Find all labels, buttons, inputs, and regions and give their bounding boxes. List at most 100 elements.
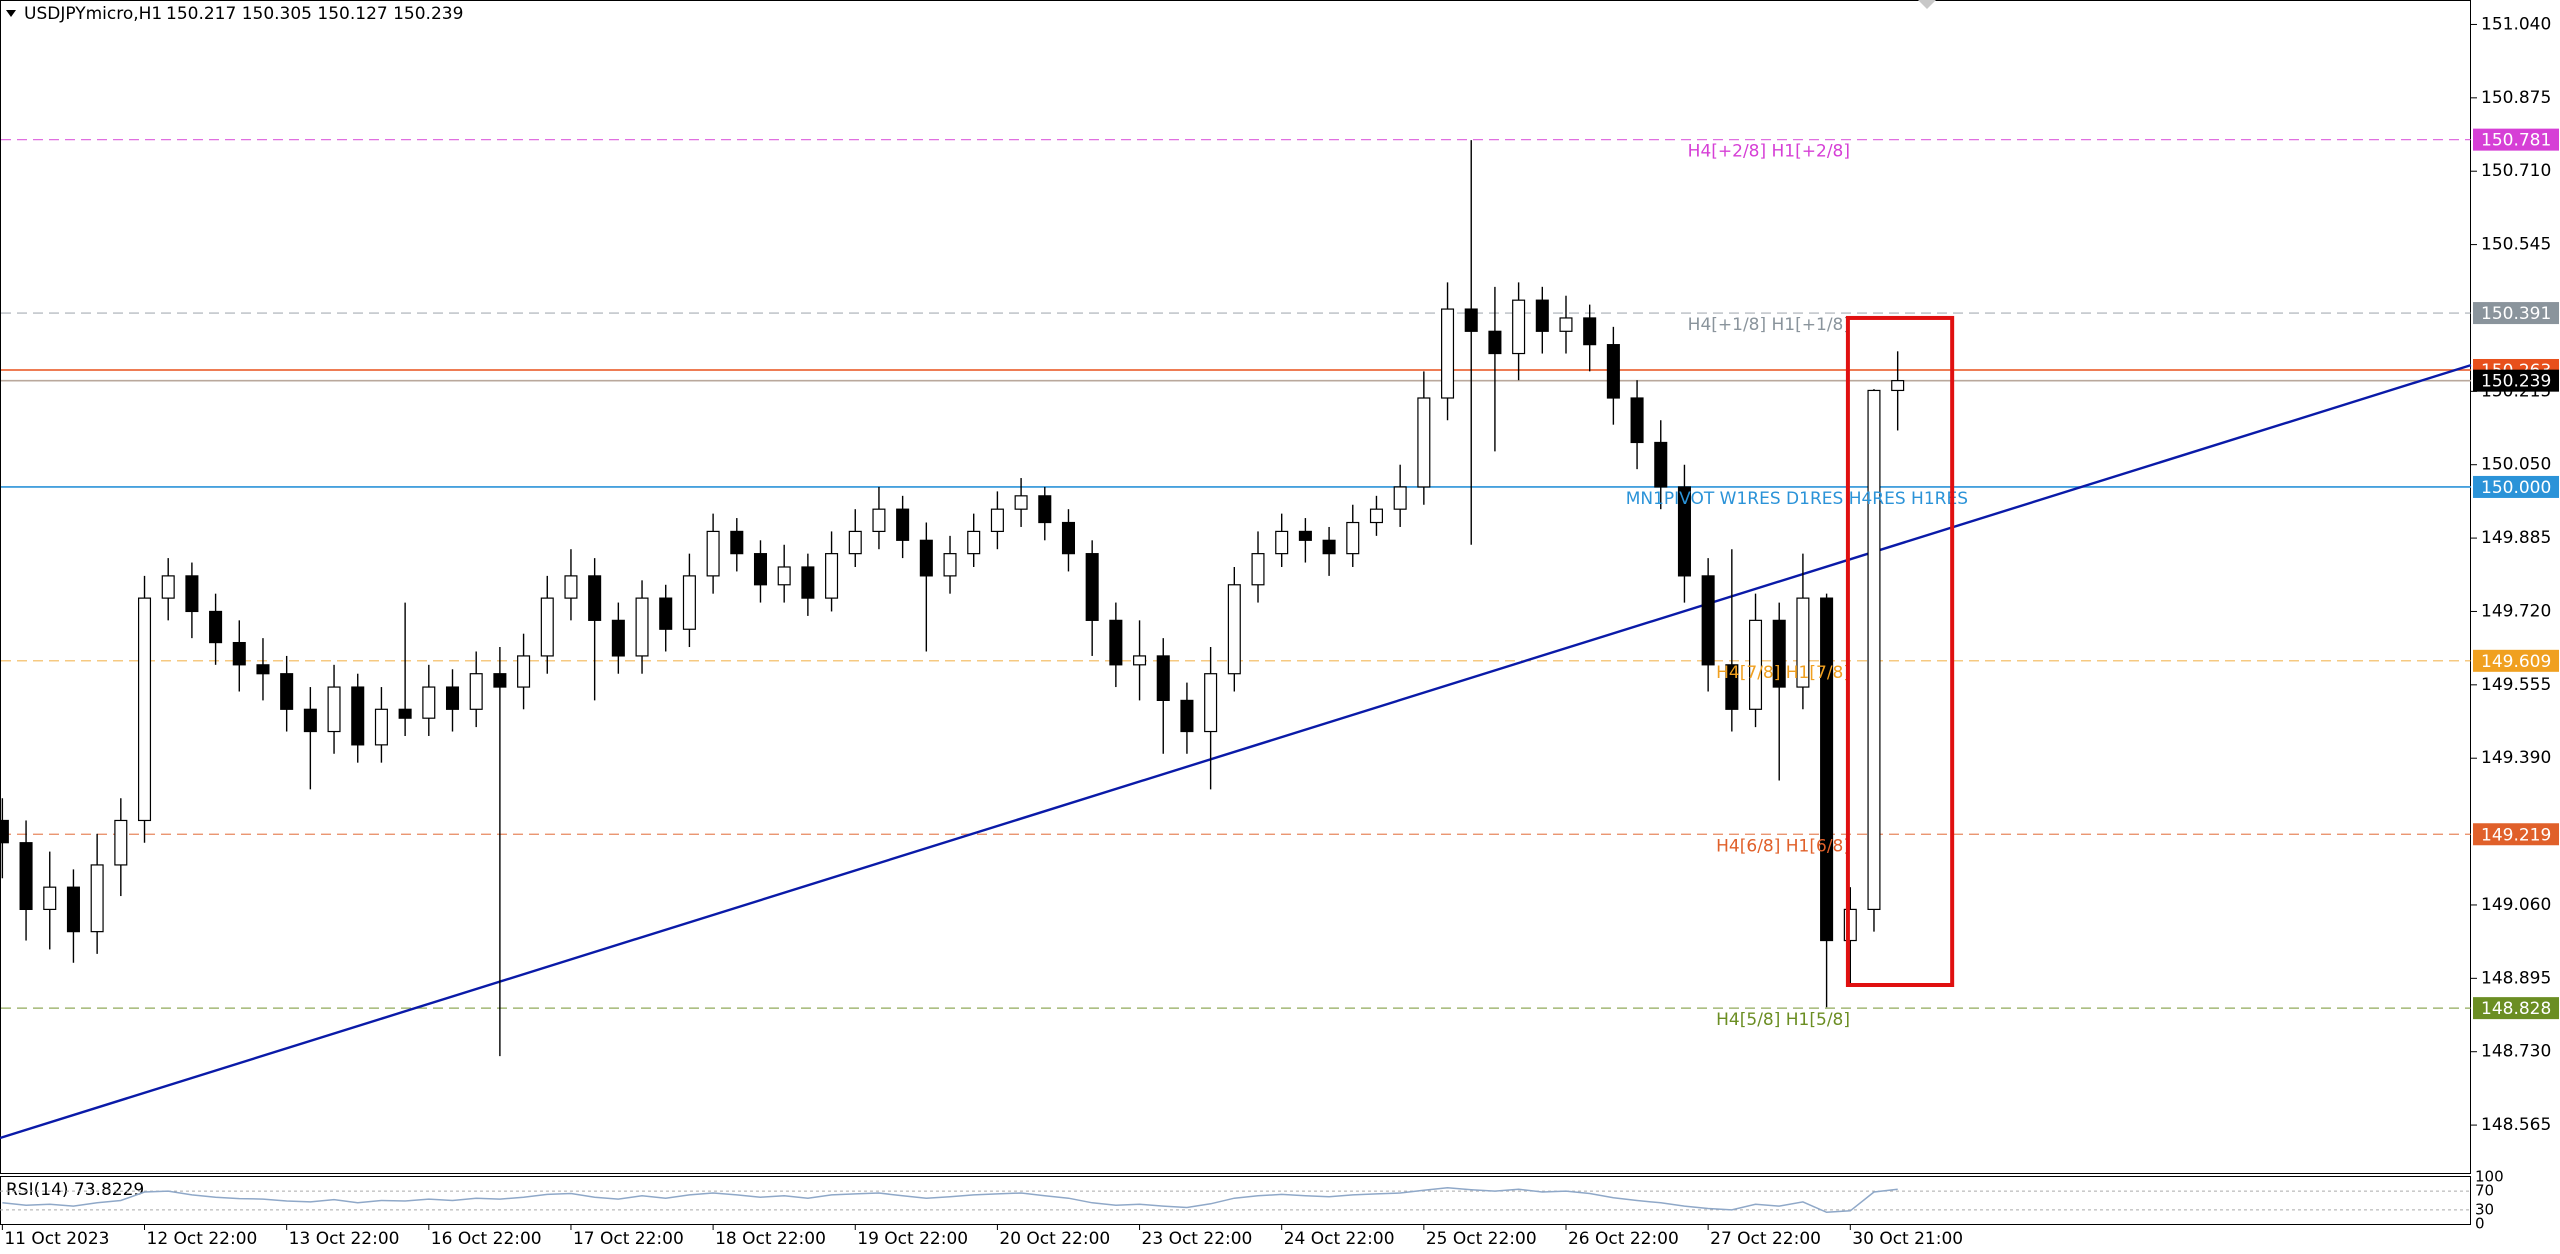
y-tick-label: 149.720 [2481, 601, 2551, 621]
candle-body [635, 597, 649, 657]
candle-body [43, 886, 57, 911]
candle-body [1133, 655, 1147, 666]
candle-body [1749, 619, 1763, 710]
x-tick-label: 16 Oct 22:00 [431, 1229, 542, 1249]
candle-body [706, 530, 720, 577]
candle-body [730, 530, 744, 555]
candle-body [137, 597, 152, 822]
candle-body [753, 553, 768, 586]
candle-body [1109, 619, 1123, 666]
candle-body [1322, 539, 1336, 555]
candle-body [185, 575, 199, 613]
price-tag [2473, 649, 2559, 672]
y-tick-label: 149.885 [2481, 528, 2551, 548]
x-tick-label: 12 Oct 22:00 [147, 1229, 258, 1249]
x-tick-label: 26 Oct 22:00 [1568, 1229, 1679, 1249]
candle-body [445, 686, 460, 710]
level-label: MN1PIVOT W1RES D1RES H4RES H1RES [1626, 489, 1968, 509]
candle-body [1796, 597, 1810, 688]
price-tag [2473, 128, 2559, 151]
candle-body [990, 508, 1004, 533]
candle-body [232, 641, 246, 666]
highlight-box [1845, 315, 1955, 988]
x-tick-label: 17 Oct 22:00 [573, 1229, 684, 1249]
rsi-tick-label: 0 [2475, 1215, 2485, 1233]
x-tick-label: 30 Oct 21:00 [1852, 1229, 1963, 1249]
level-label: H4[7/8] H1[7/8] [1716, 663, 1850, 683]
candle-body [872, 508, 886, 533]
x-tick-label: 23 Oct 22:00 [1142, 1229, 1253, 1249]
rsi-line [2, 1187, 1898, 1214]
candle-body [422, 686, 436, 719]
candle-body [280, 673, 294, 710]
candle-body [1725, 664, 1739, 710]
candle-body [1630, 397, 1644, 444]
candle-body [1677, 486, 1691, 577]
candle-body [1843, 908, 1857, 942]
x-tick-label: 24 Oct 22:00 [1284, 1229, 1395, 1249]
x-tick-label: 20 Oct 22:00 [999, 1229, 1110, 1249]
level-label: H4[5/8] H1[5/8] [1716, 1010, 1850, 1030]
candle-body [1085, 553, 1099, 621]
candle-body [19, 842, 33, 911]
candle-body [801, 566, 815, 599]
candle-body [588, 575, 602, 621]
y-tick-label: 150.050 [2481, 455, 2551, 475]
x-tick-label: 13 Oct 22:00 [289, 1229, 400, 1249]
collapse-arrow[interactable] [6, 10, 16, 17]
candle-body [1559, 317, 1573, 332]
price-tag-label: 148.828 [2481, 999, 2551, 1019]
y-tick-label: 149.555 [2481, 675, 2551, 695]
candle-body [1275, 530, 1289, 555]
candle-body [825, 553, 839, 599]
price-tag-label: 149.219 [2481, 825, 2551, 845]
price-tag [2473, 475, 2559, 498]
candle-body [0, 819, 9, 844]
candle-body [1820, 597, 1834, 942]
candle-body [1014, 495, 1028, 510]
trendline [0, 363, 2472, 1140]
candle-body [1061, 521, 1075, 555]
candle-body [209, 610, 223, 644]
y-tick-label: 149.390 [2481, 748, 2551, 768]
price-tag-label: 150.000 [2481, 478, 2551, 498]
candle-body [327, 686, 341, 733]
price-tag [2473, 823, 2559, 846]
candle-body [1441, 308, 1455, 399]
candle-body [161, 575, 175, 599]
price-tag-label: 150.781 [2481, 131, 2551, 151]
symbol: USDJPYmicro,H1 [24, 4, 162, 24]
candle-body [540, 597, 554, 657]
rsi-tick-label: 30 [2475, 1200, 2494, 1218]
price-tag [2473, 369, 2559, 392]
price-tag-label: 149.609 [2481, 652, 2551, 672]
candle-body [1346, 521, 1360, 555]
candle-body [1464, 308, 1478, 332]
candle-body [1891, 380, 1905, 392]
candle-body [1867, 389, 1881, 911]
candle-body [1606, 344, 1620, 399]
candle-body [1701, 575, 1715, 666]
candle-body [1156, 655, 1170, 701]
candle-body [1038, 495, 1052, 524]
x-tick-label: 27 Oct 22:00 [1710, 1229, 1821, 1249]
y-tick-label: 150.875 [2481, 88, 2551, 108]
x-tick-label: 19 Oct 22:00 [857, 1229, 968, 1249]
price-tag [2473, 302, 2559, 325]
candle-body [967, 530, 981, 555]
y-tick-label: 148.730 [2481, 1042, 2551, 1062]
candle-body [777, 566, 791, 586]
candle-body [896, 508, 910, 541]
candle-body [682, 575, 696, 630]
candle-body [303, 708, 317, 733]
rsi-tick-label: 70 [2475, 1182, 2494, 1200]
y-tick-label: 148.895 [2481, 968, 2551, 988]
candle-body [256, 664, 270, 675]
candle-body [919, 539, 933, 577]
candle-body [90, 864, 104, 933]
candle-body [374, 708, 388, 746]
candle-body [1535, 299, 1549, 332]
